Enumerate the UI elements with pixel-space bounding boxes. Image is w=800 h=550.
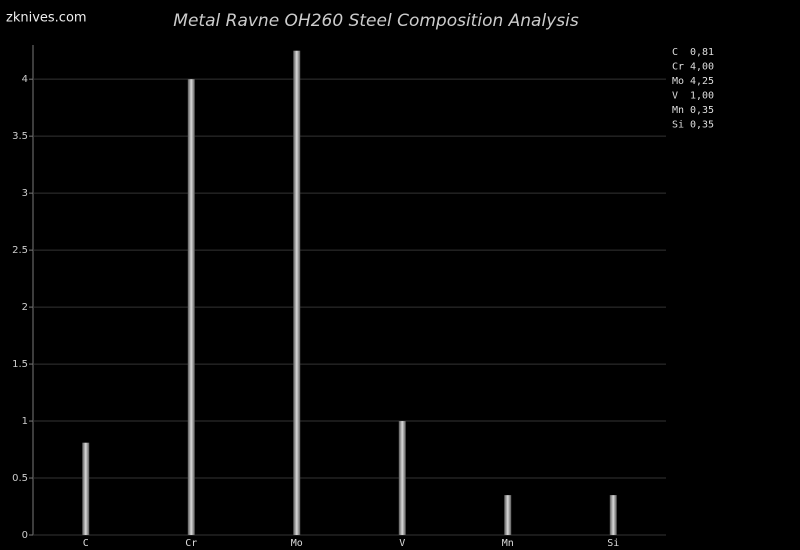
y-tick-label: 3.5: [12, 131, 28, 142]
y-tick-label: 3: [22, 188, 28, 199]
y-tick-label: 0: [22, 530, 28, 541]
legend-value: 0,35: [690, 120, 714, 131]
legend-value: 1,00: [690, 91, 714, 102]
y-tick-label: 0.5: [12, 473, 28, 484]
legend-label: Si: [672, 120, 684, 131]
bar: [187, 79, 195, 536]
x-tick-label: C: [83, 538, 89, 549]
legend-value: 4,00: [690, 62, 714, 73]
bar: [398, 421, 406, 535]
y-tick-label: 2.5: [12, 245, 28, 256]
x-tick-label: Mn: [502, 538, 514, 549]
legend-label: C: [672, 47, 678, 58]
legend-value: 4,25: [690, 76, 714, 87]
legend-value: 0,81: [690, 47, 714, 58]
y-tick-label: 2: [22, 302, 28, 313]
x-tick-label: V: [399, 538, 405, 549]
x-tick-label: Cr: [185, 538, 197, 549]
watermark: zknives.com: [6, 11, 87, 26]
y-tick-label: 1: [22, 416, 28, 427]
chart-title: Metal Ravne OH260 Steel Composition Anal…: [173, 11, 579, 31]
legend-label: Cr: [672, 62, 684, 73]
bar: [82, 442, 90, 535]
legend-label: V: [672, 91, 678, 102]
bar: [504, 495, 512, 535]
bar: [609, 495, 617, 535]
x-tick-label: Mo: [291, 538, 303, 549]
y-tick-label: 1.5: [12, 359, 28, 370]
bar: [293, 50, 301, 536]
legend-label: Mo: [672, 76, 684, 87]
x-tick-label: Si: [607, 538, 619, 549]
legend-label: Mn: [672, 105, 684, 116]
legend-value: 0,35: [690, 105, 714, 116]
y-tick-label: 4: [22, 74, 28, 85]
